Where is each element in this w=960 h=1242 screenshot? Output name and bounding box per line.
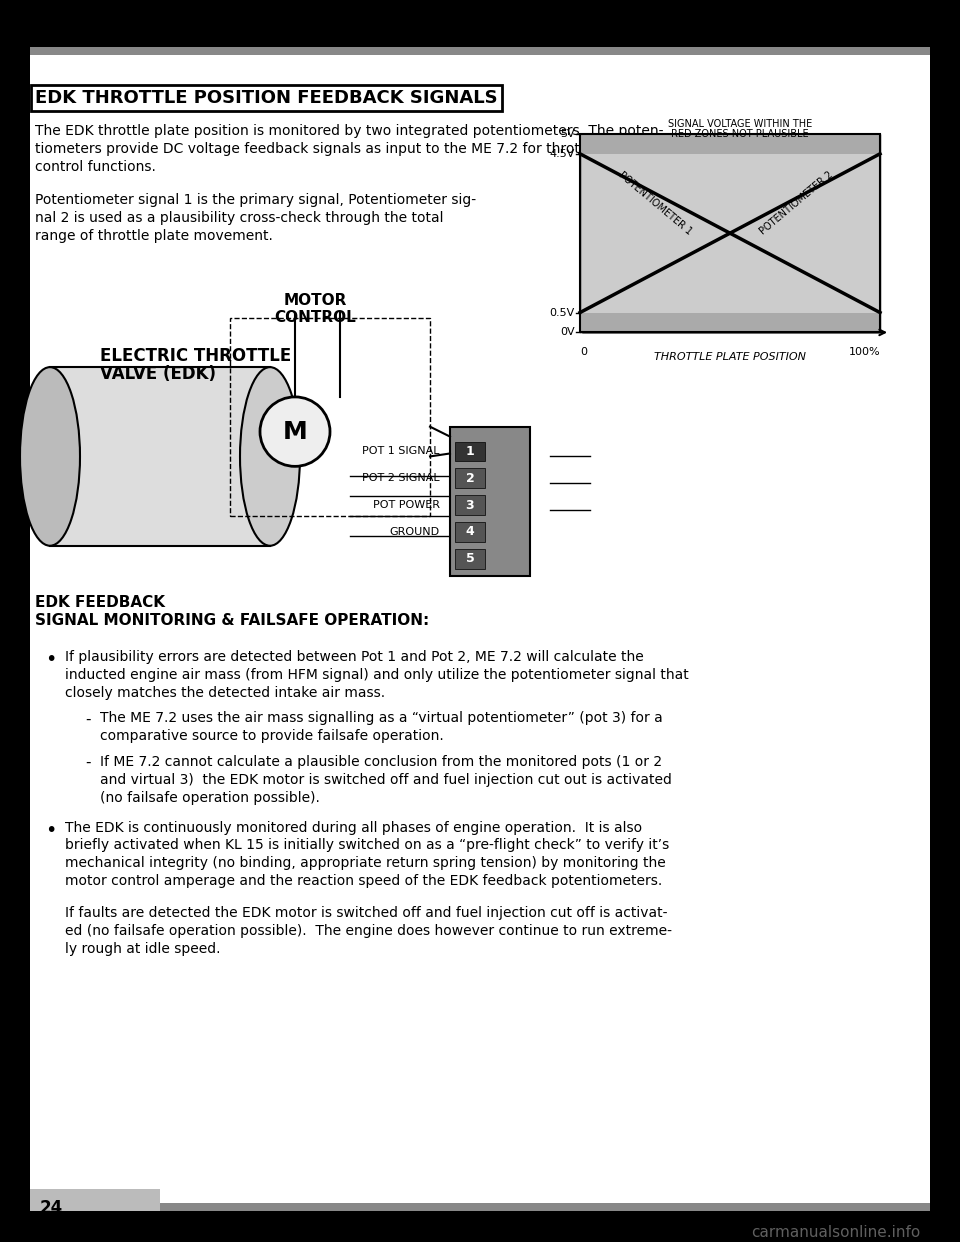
Ellipse shape	[240, 368, 300, 545]
Text: (no failsafe operation possible).: (no failsafe operation possible).	[100, 791, 320, 805]
Text: If faults are detected the EDK motor is switched off and fuel injection cut off : If faults are detected the EDK motor is …	[65, 905, 667, 920]
Text: 0.5V: 0.5V	[550, 308, 575, 318]
Text: ELECTRIC THROTTLE: ELECTRIC THROTTLE	[100, 348, 291, 365]
Text: SIGNAL VOLTAGE WITHIN THE: SIGNAL VOLTAGE WITHIN THE	[668, 119, 812, 129]
Text: POT 1 SIGNAL: POT 1 SIGNAL	[363, 446, 440, 457]
Text: -: -	[85, 755, 90, 770]
Text: 4: 4	[466, 525, 474, 538]
Text: closely matches the detected intake air mass.: closely matches the detected intake air …	[65, 686, 385, 699]
Text: inducted engine air mass (from HFM signal) and only utilize the potentiometer si: inducted engine air mass (from HFM signa…	[65, 668, 688, 682]
Text: M: M	[282, 420, 307, 443]
Text: POT POWER: POT POWER	[373, 501, 440, 510]
Text: The ME 7.2 uses the air mass signalling as a “virtual potentiometer” (pot 3) for: The ME 7.2 uses the air mass signalling …	[100, 712, 662, 725]
Text: 24: 24	[40, 1199, 63, 1217]
Text: POT 2 SIGNAL: POT 2 SIGNAL	[362, 473, 440, 483]
Text: POTENTIOMETER 2: POTENTIOMETER 2	[757, 170, 834, 237]
Text: POTENTIOMETER 1: POTENTIOMETER 1	[616, 170, 693, 237]
Text: -: -	[85, 712, 90, 727]
Bar	[580, 134, 880, 333]
Text: EDK FEEDBACK: EDK FEEDBACK	[35, 595, 165, 610]
Bar	[455, 549, 485, 569]
Text: THROTTLE PLATE POSITION: THROTTLE PLATE POSITION	[654, 353, 806, 363]
Text: MOTOR
CONTROL: MOTOR CONTROL	[275, 293, 356, 325]
Text: GROUND: GROUND	[390, 527, 440, 537]
Text: •: •	[45, 650, 57, 669]
Bar	[50, 368, 270, 545]
Text: 5V: 5V	[561, 129, 575, 139]
Text: range of throttle plate movement.: range of throttle plate movement.	[35, 230, 273, 243]
Text: nal 2 is used as a plausibility cross-check through the total: nal 2 is used as a plausibility cross-ch…	[35, 211, 444, 225]
Text: 0: 0	[580, 348, 587, 358]
Text: motor control amperage and the reaction speed of the EDK feedback potentiometers: motor control amperage and the reaction …	[65, 874, 662, 888]
Text: tiometers provide DC voltage feedback signals as input to the ME 7.2 for throttl: tiometers provide DC voltage feedback si…	[35, 142, 658, 156]
Text: 2: 2	[466, 472, 474, 484]
Text: SIGNAL MONITORING & FAILSAFE OPERATION:: SIGNAL MONITORING & FAILSAFE OPERATION:	[35, 614, 429, 628]
Text: 100%: 100%	[849, 348, 880, 358]
Text: VALVE (EDK): VALVE (EDK)	[100, 365, 216, 383]
Text: RED ZONES NOT PLAUSIBLE: RED ZONES NOT PLAUSIBLE	[671, 129, 809, 139]
Text: ed (no failsafe operation possible).  The engine does however continue to run ex: ed (no failsafe operation possible). The…	[65, 924, 672, 938]
Bar	[580, 313, 880, 333]
Text: If plausibility errors are detected between Pot 1 and Pot 2, ME 7.2 will calcula: If plausibility errors are detected betw…	[65, 650, 644, 664]
Text: If ME 7.2 cannot calculate a plausible conclusion from the monitored pots (1 or : If ME 7.2 cannot calculate a plausible c…	[100, 755, 662, 769]
Bar	[580, 134, 880, 333]
Text: briefly activated when KL 15 is initially switched on as a “pre-flight check” to: briefly activated when KL 15 is initiall…	[65, 838, 669, 852]
Bar	[455, 442, 485, 461]
Bar	[0, 0, 960, 50]
Text: control functions.: control functions.	[35, 160, 156, 174]
Bar	[455, 522, 485, 542]
Text: ly rough at idle speed.: ly rough at idle speed.	[65, 941, 221, 955]
Text: •: •	[45, 821, 57, 840]
Text: Potentiometer signal 1 is the primary signal, Potentiometer sig-: Potentiometer signal 1 is the primary si…	[35, 194, 476, 207]
Text: 1: 1	[466, 445, 474, 458]
Bar	[30, 1202, 930, 1211]
Ellipse shape	[20, 368, 80, 545]
Text: The EDK is continuously monitored during all phases of engine operation.  It is : The EDK is continuously monitored during…	[65, 821, 642, 835]
Text: and virtual 3)  the EDK motor is switched off and fuel injection cut out is acti: and virtual 3) the EDK motor is switched…	[100, 773, 672, 787]
Bar	[455, 496, 485, 515]
Bar	[30, 1189, 160, 1211]
Bar	[580, 134, 880, 154]
Text: 5: 5	[466, 553, 474, 565]
Text: 0V: 0V	[561, 328, 575, 338]
Bar	[450, 427, 530, 575]
Text: EDK THROTTLE POSITION FEEDBACK SIGNALS: EDK THROTTLE POSITION FEEDBACK SIGNALS	[35, 89, 497, 107]
Text: The EDK throttle plate position is monitored by two integrated potentiometers. T: The EDK throttle plate position is monit…	[35, 124, 663, 138]
Bar	[30, 47, 930, 55]
Text: 3: 3	[466, 498, 474, 512]
Circle shape	[260, 397, 330, 466]
Text: comparative source to provide failsafe operation.: comparative source to provide failsafe o…	[100, 729, 444, 743]
Text: mechanical integrity (no binding, appropriate return spring tension) by monitori: mechanical integrity (no binding, approp…	[65, 856, 665, 871]
Text: 4.5V: 4.5V	[550, 149, 575, 159]
Text: carmanualsonline.info: carmanualsonline.info	[751, 1226, 920, 1241]
Bar	[455, 468, 485, 488]
